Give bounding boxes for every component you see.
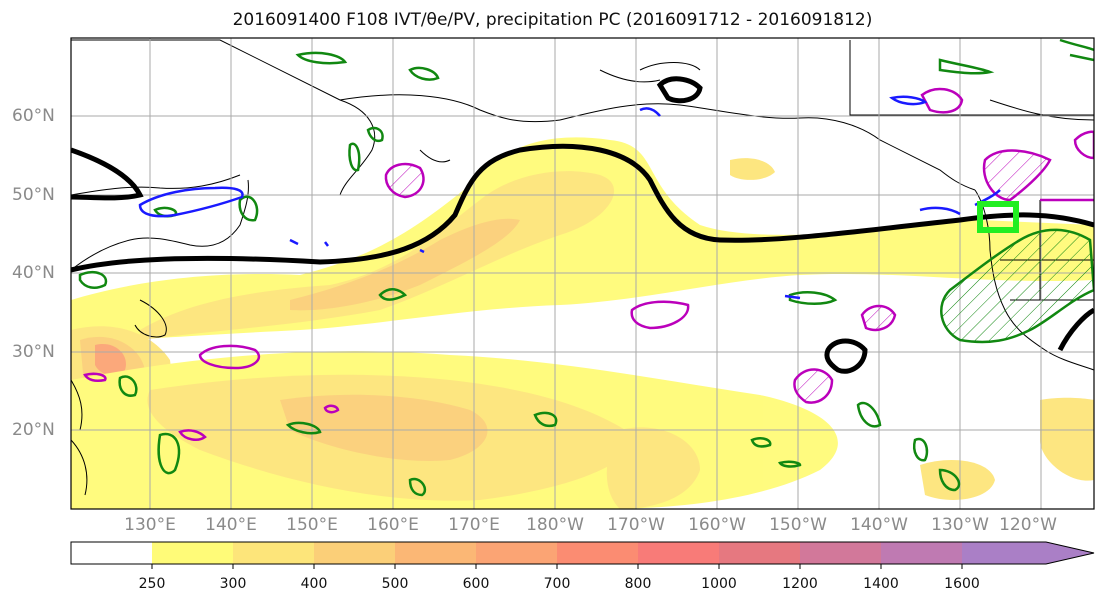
- map-frame: [70, 37, 1095, 510]
- lon-label-180w: 180°W: [526, 515, 584, 535]
- theta-e-contours: [71, 76, 1094, 374]
- lon-label-140w: 140°W: [850, 515, 908, 535]
- colorbar-tick-800: 800: [624, 576, 652, 592]
- hatched-region: [940, 228, 1094, 344]
- colorbar-tick-1200: 1200: [782, 576, 818, 592]
- lat-label-30n: 30°N: [12, 342, 55, 362]
- theta-e-closed-contour-north: [656, 76, 703, 104]
- pv-contours: [83, 87, 1094, 441]
- colorbar-tick-1600: 1600: [944, 576, 980, 592]
- green-contours: [78, 38, 1094, 497]
- lon-label-130w: 130°W: [931, 515, 989, 535]
- colorbar-tick-600: 600: [462, 576, 490, 592]
- colorbar-tick-700: 700: [543, 576, 571, 592]
- lon-label-120w: 120°W: [999, 515, 1057, 535]
- lon-label-130e: 130°E: [124, 515, 176, 535]
- ivt-shading: [71, 137, 1094, 509]
- lat-label-60n: 60°N: [12, 106, 55, 126]
- graticule: [71, 38, 1094, 509]
- lat-label-40n: 40°N: [12, 263, 55, 283]
- map-area: [71, 38, 1094, 509]
- highlight-box: [977, 201, 1019, 233]
- lon-label-170w: 170°W: [607, 515, 665, 535]
- theta-e-main-contour: [71, 143, 1094, 273]
- theta-e-southeast-contour: [1057, 307, 1094, 352]
- colorbar: [70, 541, 1095, 569]
- lat-label-20n: 20°N: [12, 420, 55, 440]
- blue-contours: [138, 95, 1001, 300]
- colorbar-tick-400: 400: [300, 576, 328, 592]
- theta-e-northwest-contour: [71, 147, 144, 201]
- lon-label-160e: 160°E: [367, 515, 419, 535]
- colorbar-tick-1400: 1400: [863, 576, 899, 592]
- lon-label-170e: 170°E: [448, 515, 500, 535]
- colorbar-tick-1000: 1000: [701, 576, 737, 592]
- lon-label-150w: 150°W: [769, 515, 827, 535]
- lon-label-150e: 150°E: [286, 515, 338, 535]
- map-title: 2016091400 F108 IVT/θe/PV, precipitation…: [232, 10, 873, 30]
- lon-label-140e: 140°E: [205, 515, 257, 535]
- theta-e-closed-contour-south: [824, 338, 868, 374]
- lon-label-160w: 160°W: [688, 515, 746, 535]
- colorbar-tick-250: 250: [138, 576, 166, 592]
- colorbar-tick-300: 300: [219, 576, 247, 592]
- lat-label-50n: 50°N: [12, 185, 55, 205]
- colorbar-tick-500: 500: [381, 576, 409, 592]
